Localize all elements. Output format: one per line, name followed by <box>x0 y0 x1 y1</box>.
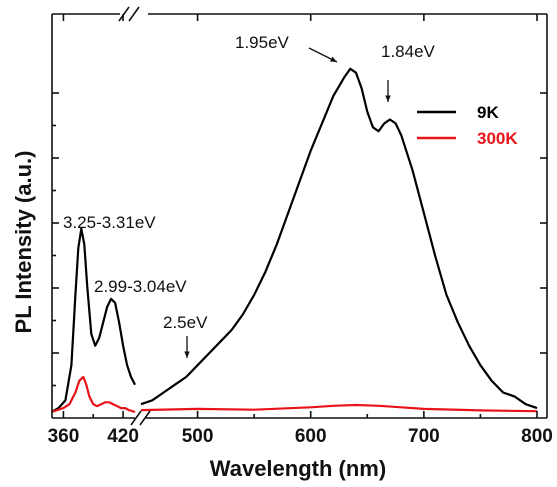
x-tick-label: 800 <box>521 426 553 447</box>
annotation-1-84ev: 1.84eV <box>381 42 436 61</box>
annotation-1-84ev-arrow-head <box>385 95 391 102</box>
legend-label-300k: 300K <box>477 129 518 148</box>
annotation-3-25ev: 3.25-3.31eV <box>63 213 156 232</box>
ticks-layer: 360 420 500 600 700 800 <box>48 14 553 447</box>
annotation-2-5ev-arrow-head <box>184 351 190 358</box>
x-tick-label: 500 <box>182 426 214 447</box>
top-axis-break-mark <box>118 6 130 22</box>
legend: 9K 300K <box>417 103 518 148</box>
x-axis-title: Wavelength (nm) <box>210 456 386 481</box>
annotations-layer: 1.95eV 1.84eV 3.25-3.31eV 2.99-3.04eV 2.5eV <box>63 33 436 358</box>
x-axis-break-mark <box>139 410 151 426</box>
annotation-1-95ev: 1.95eV <box>235 33 290 52</box>
series-9k-line-segment-1 <box>50 227 136 413</box>
series-300k-line-segment-1 <box>51 375 136 414</box>
series-300k-line-segment-2 <box>140 403 538 413</box>
series-layer <box>50 67 538 414</box>
x-axis-break-mark <box>130 410 142 426</box>
annotation-2-99ev: 2.99-3.04eV <box>94 277 187 296</box>
annotation-1-95ev-arrow-head <box>330 56 337 62</box>
x-tick-label: 360 <box>48 426 80 447</box>
x-tick-label: 700 <box>408 426 440 447</box>
x-tick-label: 420 <box>107 426 139 447</box>
legend-label-9k: 9K <box>477 103 499 122</box>
series-9k-line-segment-2 <box>140 67 538 410</box>
y-axis-title: PL Intensity (a.u.) <box>11 151 36 334</box>
annotation-2-5ev: 2.5eV <box>163 313 208 332</box>
top-axis-break-mark <box>128 6 140 22</box>
x-tick-label: 600 <box>295 426 327 447</box>
